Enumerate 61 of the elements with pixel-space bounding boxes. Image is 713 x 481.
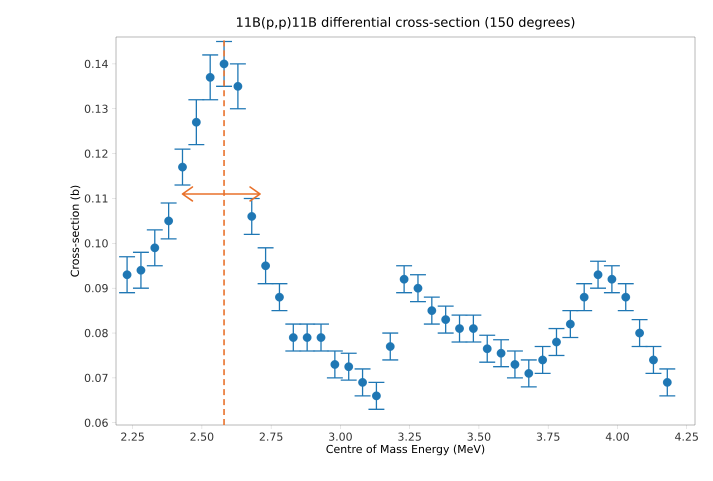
point	[247, 212, 256, 221]
point	[662, 378, 672, 387]
y-tick-label: 0.11	[84, 194, 108, 203]
y-tick-label: 0.09	[84, 284, 108, 292]
y-tick-label: 0.10	[84, 239, 108, 248]
point	[220, 60, 228, 68]
point	[386, 342, 395, 351]
point	[482, 344, 492, 354]
x-tick-label: 4.00	[606, 432, 629, 441]
x-tick-label: 3.25	[398, 432, 421, 441]
point	[164, 216, 174, 226]
x-tick-label: 2.75	[260, 432, 282, 441]
y-tick-label: 0.13	[84, 104, 108, 113]
point	[330, 360, 340, 369]
point	[400, 274, 408, 284]
point	[594, 270, 602, 280]
point	[372, 391, 381, 400]
point	[344, 362, 354, 372]
y-tick-label: 0.06	[84, 418, 108, 427]
point	[510, 360, 520, 369]
y-tick-label: 0.14	[84, 60, 108, 68]
x-tick-label: 3.75	[536, 432, 560, 441]
point	[122, 270, 132, 280]
y-axis-title: Cross-section (b)	[70, 186, 80, 277]
point	[608, 274, 616, 284]
x-tick-label: 3.00	[329, 432, 352, 441]
x-tick-label: 2.25	[121, 432, 144, 441]
y-tick-label: 0.12	[84, 149, 108, 158]
point	[566, 320, 575, 328]
point	[524, 369, 534, 378]
y-tick-label: 0.07	[84, 374, 108, 382]
point	[635, 328, 644, 338]
point	[414, 284, 422, 293]
point	[496, 348, 506, 358]
point	[206, 72, 215, 82]
point	[275, 292, 284, 302]
point	[649, 356, 658, 364]
point	[150, 243, 160, 252]
point	[261, 261, 270, 270]
point	[427, 306, 436, 315]
point	[358, 378, 367, 387]
x-tick-label: 2.50	[190, 432, 214, 441]
x-tick-label: 4.25	[675, 432, 698, 441]
point	[580, 292, 589, 302]
point	[468, 324, 478, 333]
point	[552, 338, 561, 346]
point	[455, 324, 464, 333]
point	[192, 118, 201, 127]
point	[441, 315, 450, 324]
point	[288, 333, 298, 342]
point	[136, 266, 146, 275]
point	[538, 356, 548, 364]
x-axis-title: Centre of Mass Energy (MeV)	[326, 444, 484, 456]
chart-title: 11B(p,p)11B differential cross-section (150 degrees)	[236, 16, 574, 30]
point	[234, 82, 242, 91]
x-tick-label: 3.50	[468, 432, 490, 441]
point	[302, 333, 312, 342]
point	[621, 292, 630, 302]
point	[316, 333, 326, 342]
point	[178, 162, 187, 172]
y-tick-label: 0.08	[84, 328, 108, 338]
